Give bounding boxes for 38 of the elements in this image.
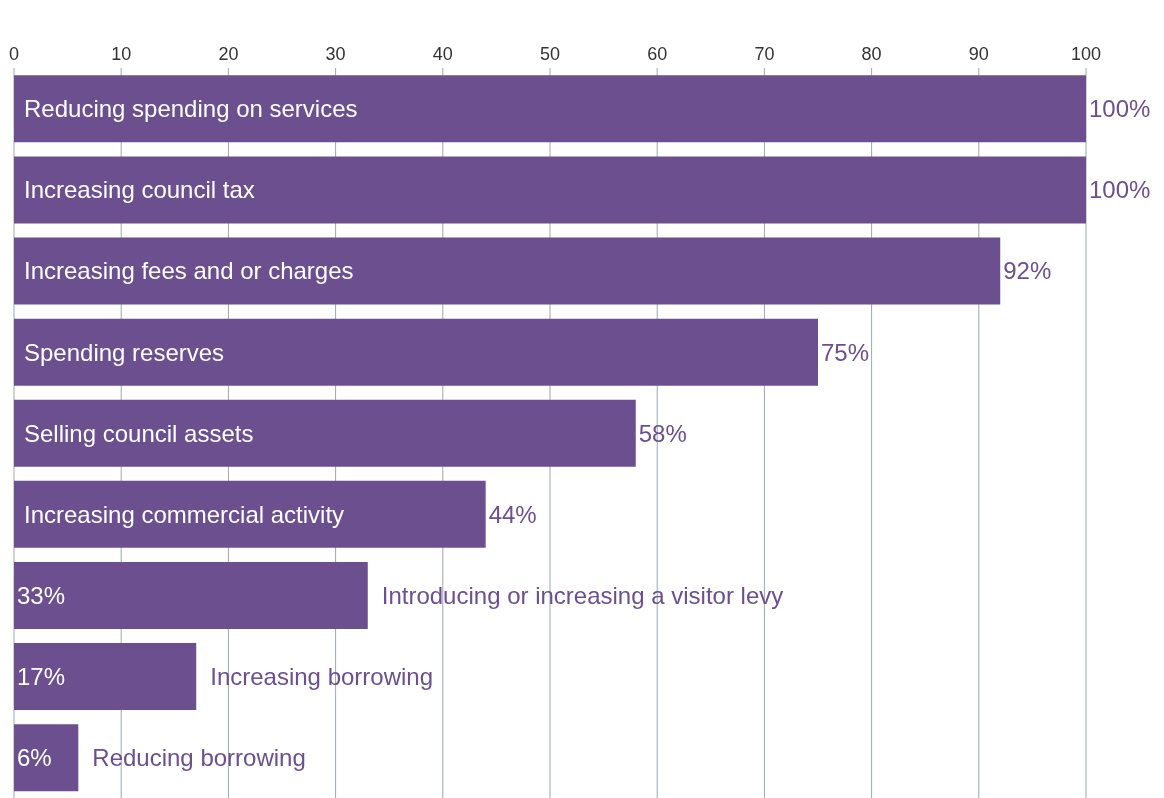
- data-label: 58%: [638, 419, 687, 447]
- y-tick-label: Spending reserves: [24, 338, 225, 366]
- data-label: 33%: [17, 581, 66, 609]
- data-label: 75%: [821, 338, 870, 366]
- data-label: 100%: [1089, 176, 1151, 204]
- x-tick-label: 70: [754, 44, 775, 64]
- bar: [14, 156, 1086, 224]
- x-tick-label: 90: [968, 44, 989, 64]
- x-tick-label: 50: [539, 44, 561, 64]
- y-tick-label: Increasing council tax: [24, 176, 255, 204]
- y-tick-label: Introducing or increasing a visitor levy: [381, 581, 784, 609]
- y-tick-label: Reducing spending on services: [24, 95, 358, 123]
- data-label: 6%: [17, 744, 52, 772]
- x-tick-label: 0: [8, 44, 20, 64]
- bar: [14, 75, 1086, 143]
- x-tick-label: 40: [432, 44, 453, 64]
- bar: [14, 237, 1001, 305]
- y-tick-label: Selling council assets: [24, 419, 254, 447]
- bar: [14, 480, 486, 548]
- x-tick-label: 30: [325, 44, 346, 64]
- data-label: 100%: [1089, 95, 1151, 123]
- bar: [14, 561, 368, 629]
- x-tick-label: 100: [1070, 44, 1102, 64]
- y-tick-label: Increasing commercial activity: [24, 500, 345, 528]
- data-label: 92%: [1003, 257, 1052, 285]
- bar: [14, 399, 636, 467]
- data-label: 17%: [17, 662, 66, 690]
- data-label: 44%: [488, 500, 537, 528]
- bar: [14, 724, 79, 792]
- bar: [14, 318, 818, 386]
- y-tick-label: Increasing borrowing: [210, 662, 434, 690]
- y-tick-label: Reducing borrowing: [92, 744, 306, 772]
- x-tick-label: 20: [218, 44, 239, 64]
- x-tick-label: 80: [861, 44, 882, 64]
- bar: [14, 643, 197, 711]
- x-tick-label: 60: [647, 44, 668, 64]
- y-tick-label: Increasing fees and or charges: [24, 257, 354, 285]
- x-tick-label: 10: [111, 44, 132, 64]
